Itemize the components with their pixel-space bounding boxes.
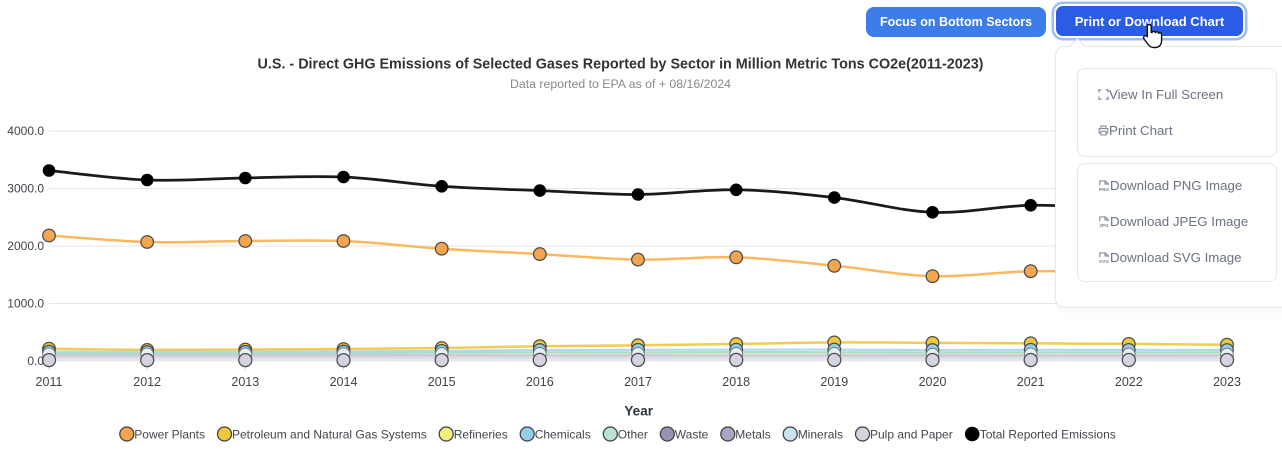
svg-text:Total Reported Emissions: Total Reported Emissions xyxy=(980,427,1116,441)
svg-text:2020: 2020 xyxy=(919,375,947,389)
svg-text:Year: Year xyxy=(624,404,653,419)
svg-text:2022: 2022 xyxy=(1115,375,1143,389)
svg-text:Data reported to EPA as of + 0: Data reported to EPA as of + 08/16/2024 xyxy=(510,77,731,91)
svg-text:2021: 2021 xyxy=(1017,375,1045,389)
svg-text:Refineries: Refineries xyxy=(454,427,508,441)
svg-text:2018: 2018 xyxy=(722,375,750,389)
svg-text:2017: 2017 xyxy=(624,375,652,389)
svg-text:Waste: Waste xyxy=(675,427,709,441)
svg-text:Other: Other xyxy=(618,427,648,441)
svg-text:U.S. - Direct GHG Emissions of: U.S. - Direct GHG Emissions of Selected … xyxy=(258,57,984,73)
svg-text:2011: 2011 xyxy=(36,375,63,389)
svg-text:Petroleum and Natural Gas Syst: Petroleum and Natural Gas Systems xyxy=(232,427,427,441)
svg-text:Pulp and Paper: Pulp and Paper xyxy=(870,427,953,441)
svg-text:2012: 2012 xyxy=(133,375,161,389)
svg-text:2000.0: 2000.0 xyxy=(7,239,44,253)
svg-text:SVG: SVG xyxy=(1099,259,1109,264)
svg-text:PNG: PNG xyxy=(1099,187,1110,192)
svg-text:Minerals: Minerals xyxy=(798,427,843,441)
svg-text:2023: 2023 xyxy=(1213,375,1241,389)
svg-text:JPG: JPG xyxy=(1099,223,1109,228)
svg-text:2016: 2016 xyxy=(526,375,554,389)
svg-text:Power Plants: Power Plants xyxy=(134,427,205,441)
svg-text:2015: 2015 xyxy=(428,375,456,389)
svg-text:1000.0: 1000.0 xyxy=(7,297,44,311)
svg-text:2019: 2019 xyxy=(820,375,848,389)
svg-text:2014: 2014 xyxy=(330,375,358,389)
svg-text:3000.0: 3000.0 xyxy=(7,182,44,196)
svg-text:4000.0: 4000.0 xyxy=(7,124,44,138)
svg-text:Chemicals: Chemicals xyxy=(535,427,591,441)
svg-text:0.0: 0.0 xyxy=(27,354,44,368)
svg-text:2013: 2013 xyxy=(231,375,259,389)
svg-text:Metals: Metals xyxy=(735,427,770,441)
